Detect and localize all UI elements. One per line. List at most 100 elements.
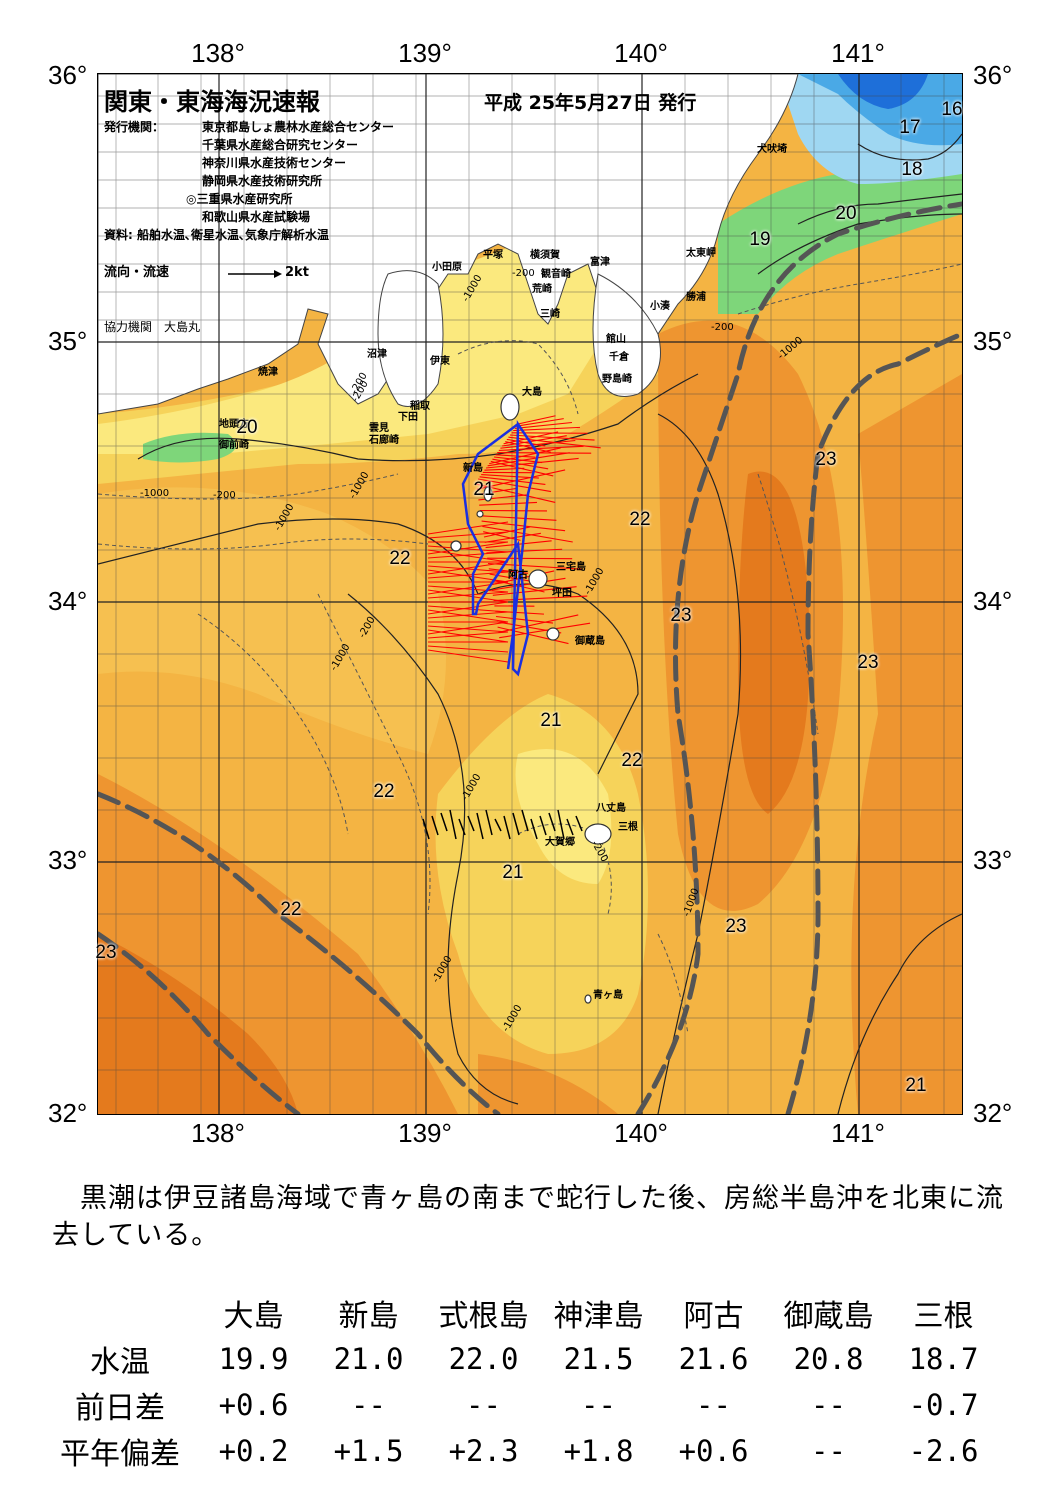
table-cell: -- bbox=[811, 1434, 846, 1468]
place-yokosuka: 横須賀 bbox=[530, 250, 560, 261]
table-cell: +1.5 bbox=[333, 1434, 404, 1468]
issuer-4: ◎三重県水産研究所 bbox=[186, 192, 293, 206]
current-vector-south bbox=[458, 818, 466, 836]
data-sources: 資料: 船舶水温､衛星水温､気象庁解析水温 bbox=[104, 228, 329, 242]
table-cell: 18.7 bbox=[908, 1342, 979, 1376]
table-cell: 19.9 bbox=[218, 1342, 289, 1376]
place-jitoumuki: 地頭方 bbox=[219, 419, 249, 430]
island-miyake bbox=[528, 569, 548, 589]
issuer-2: 神奈川県水産技術センター bbox=[202, 156, 347, 170]
current-vector bbox=[489, 447, 561, 465]
current-vector bbox=[427, 545, 509, 553]
current-vector bbox=[501, 435, 567, 447]
current-vector bbox=[480, 515, 557, 521]
lon-label-top-141: 141° bbox=[831, 38, 885, 68]
lat-label-right-35: 35° bbox=[973, 326, 1013, 356]
island-niijima bbox=[483, 486, 493, 502]
current-vector-south bbox=[494, 818, 502, 832]
current-vector bbox=[427, 611, 509, 619]
isotherm-label: 22 bbox=[280, 899, 302, 920]
place-kominato: 小湊 bbox=[650, 301, 670, 312]
warm-core-east-inner bbox=[738, 471, 810, 814]
current-vector bbox=[497, 452, 592, 454]
lat-label-right-34: 34° bbox=[973, 586, 1013, 616]
current-vector bbox=[495, 454, 536, 458]
place-chikura: 千倉 bbox=[609, 352, 629, 363]
table-cell: -- bbox=[351, 1388, 386, 1422]
place-mikura: 御蔵島 bbox=[575, 636, 605, 647]
current-vector bbox=[427, 621, 509, 635]
depth-label: -200 bbox=[213, 490, 236, 501]
lon-label-top-140: 140° bbox=[614, 38, 668, 68]
current-vector bbox=[514, 421, 573, 429]
table-cell: 21.0 bbox=[333, 1342, 404, 1376]
west-band bbox=[98, 487, 446, 754]
issuer-5: 和歌山県水産試験場 bbox=[202, 210, 311, 224]
lon-label-bottom-138: 138° bbox=[191, 1118, 245, 1148]
place-shimoda: 下田 bbox=[398, 412, 418, 423]
place-taito: 太東岬 bbox=[686, 248, 716, 259]
current-vector-south bbox=[449, 809, 457, 840]
table-cell: -2.6 bbox=[908, 1434, 979, 1468]
graticule-major bbox=[98, 74, 962, 1114]
isotherm-label: 16 bbox=[941, 99, 963, 120]
current-vector bbox=[484, 532, 541, 543]
table-cell: 20.8 bbox=[793, 1342, 864, 1376]
current-vector bbox=[517, 415, 556, 425]
current-vector-south bbox=[431, 815, 439, 836]
current-vector bbox=[427, 601, 509, 615]
row-label-prev-day-diff: 前日差 bbox=[75, 1391, 165, 1426]
map-canvas bbox=[98, 74, 962, 1114]
current-vector bbox=[427, 561, 509, 575]
current-vector-south bbox=[476, 812, 484, 840]
flow-scale-label: 2kt bbox=[285, 265, 309, 280]
table-cell: +1.8 bbox=[563, 1434, 634, 1468]
table-col-header: 式根島 bbox=[438, 1299, 529, 1334]
current-vector-south bbox=[557, 809, 565, 840]
isotherm-label: 17 bbox=[899, 117, 921, 138]
current-vector-south bbox=[566, 818, 574, 836]
lat-label-right-32: 32° bbox=[973, 1098, 1013, 1128]
current-vector bbox=[427, 531, 509, 539]
lat-label-right-36: 36° bbox=[973, 60, 1013, 90]
lon-label-bottom-140: 140° bbox=[614, 1118, 668, 1148]
table-cell: -- bbox=[581, 1388, 616, 1422]
place-omaezaki: 御前崎 bbox=[219, 440, 249, 451]
current-vector bbox=[427, 541, 509, 555]
place-tsubota: 坪田 bbox=[552, 588, 572, 599]
current-vector bbox=[427, 565, 509, 573]
current-vector bbox=[476, 469, 566, 490]
place-ako: 阿古 bbox=[508, 570, 528, 581]
isotherm-label: 19 bbox=[749, 229, 771, 250]
place-mera: 雲見 bbox=[369, 423, 389, 434]
place-aogashima: 青ヶ島 bbox=[593, 990, 623, 1001]
current-vector bbox=[427, 551, 509, 559]
lat-label-right-33: 33° bbox=[973, 845, 1013, 875]
current-vector-south bbox=[440, 812, 448, 832]
sea-temperature-map bbox=[97, 73, 963, 1115]
place-misaki: 三崎 bbox=[540, 309, 560, 320]
table-cell: 21.6 bbox=[678, 1342, 749, 1376]
place-katsuura: 勝浦 bbox=[686, 292, 706, 303]
table-col-header: 三根 bbox=[913, 1299, 974, 1334]
table-col-header: 阿古 bbox=[683, 1299, 744, 1334]
lat-label-left-33: 33° bbox=[48, 845, 88, 875]
table-cell: -- bbox=[811, 1388, 846, 1422]
island-mikura bbox=[546, 627, 560, 641]
issuer-3: 静岡県水産技術研究所 bbox=[202, 174, 323, 188]
table-cell: 22.0 bbox=[448, 1342, 519, 1376]
place-tomitsu: 富津 bbox=[590, 257, 610, 268]
island-oshima bbox=[500, 393, 520, 421]
current-vector bbox=[513, 426, 581, 432]
current-vector bbox=[493, 595, 588, 602]
depth-label: -200 bbox=[512, 268, 535, 279]
place-numazu: 沼津 bbox=[367, 349, 387, 360]
isotherm-label: 23 bbox=[95, 942, 117, 963]
current-vector bbox=[500, 439, 576, 449]
map-title: 関東・東海海況速報 bbox=[104, 88, 320, 116]
place-niijima: 新島 bbox=[463, 463, 483, 474]
current-vector-south bbox=[485, 809, 493, 836]
current-vector-south bbox=[530, 818, 538, 840]
current-vector bbox=[498, 614, 579, 633]
issuer-0: 東京都島しょ農林水産総合センター bbox=[202, 120, 395, 134]
